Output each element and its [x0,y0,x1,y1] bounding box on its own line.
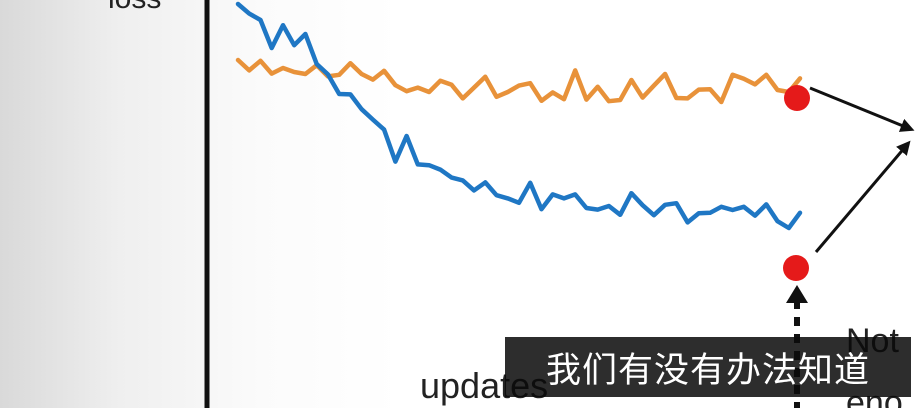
subtitle-caption: 我们有没有办法知道 [505,337,911,397]
validation-end-marker [784,85,810,111]
gap-arrow-head [786,285,808,303]
validation-arrow [809,86,915,132]
y-axis-label: loss [108,0,161,15]
subtitle-text: 我们有没有办法知道 [545,350,870,391]
training-end-marker [783,255,809,281]
series-line-validation [235,57,803,105]
series-line-training [235,1,803,231]
training-arrow [814,140,911,253]
